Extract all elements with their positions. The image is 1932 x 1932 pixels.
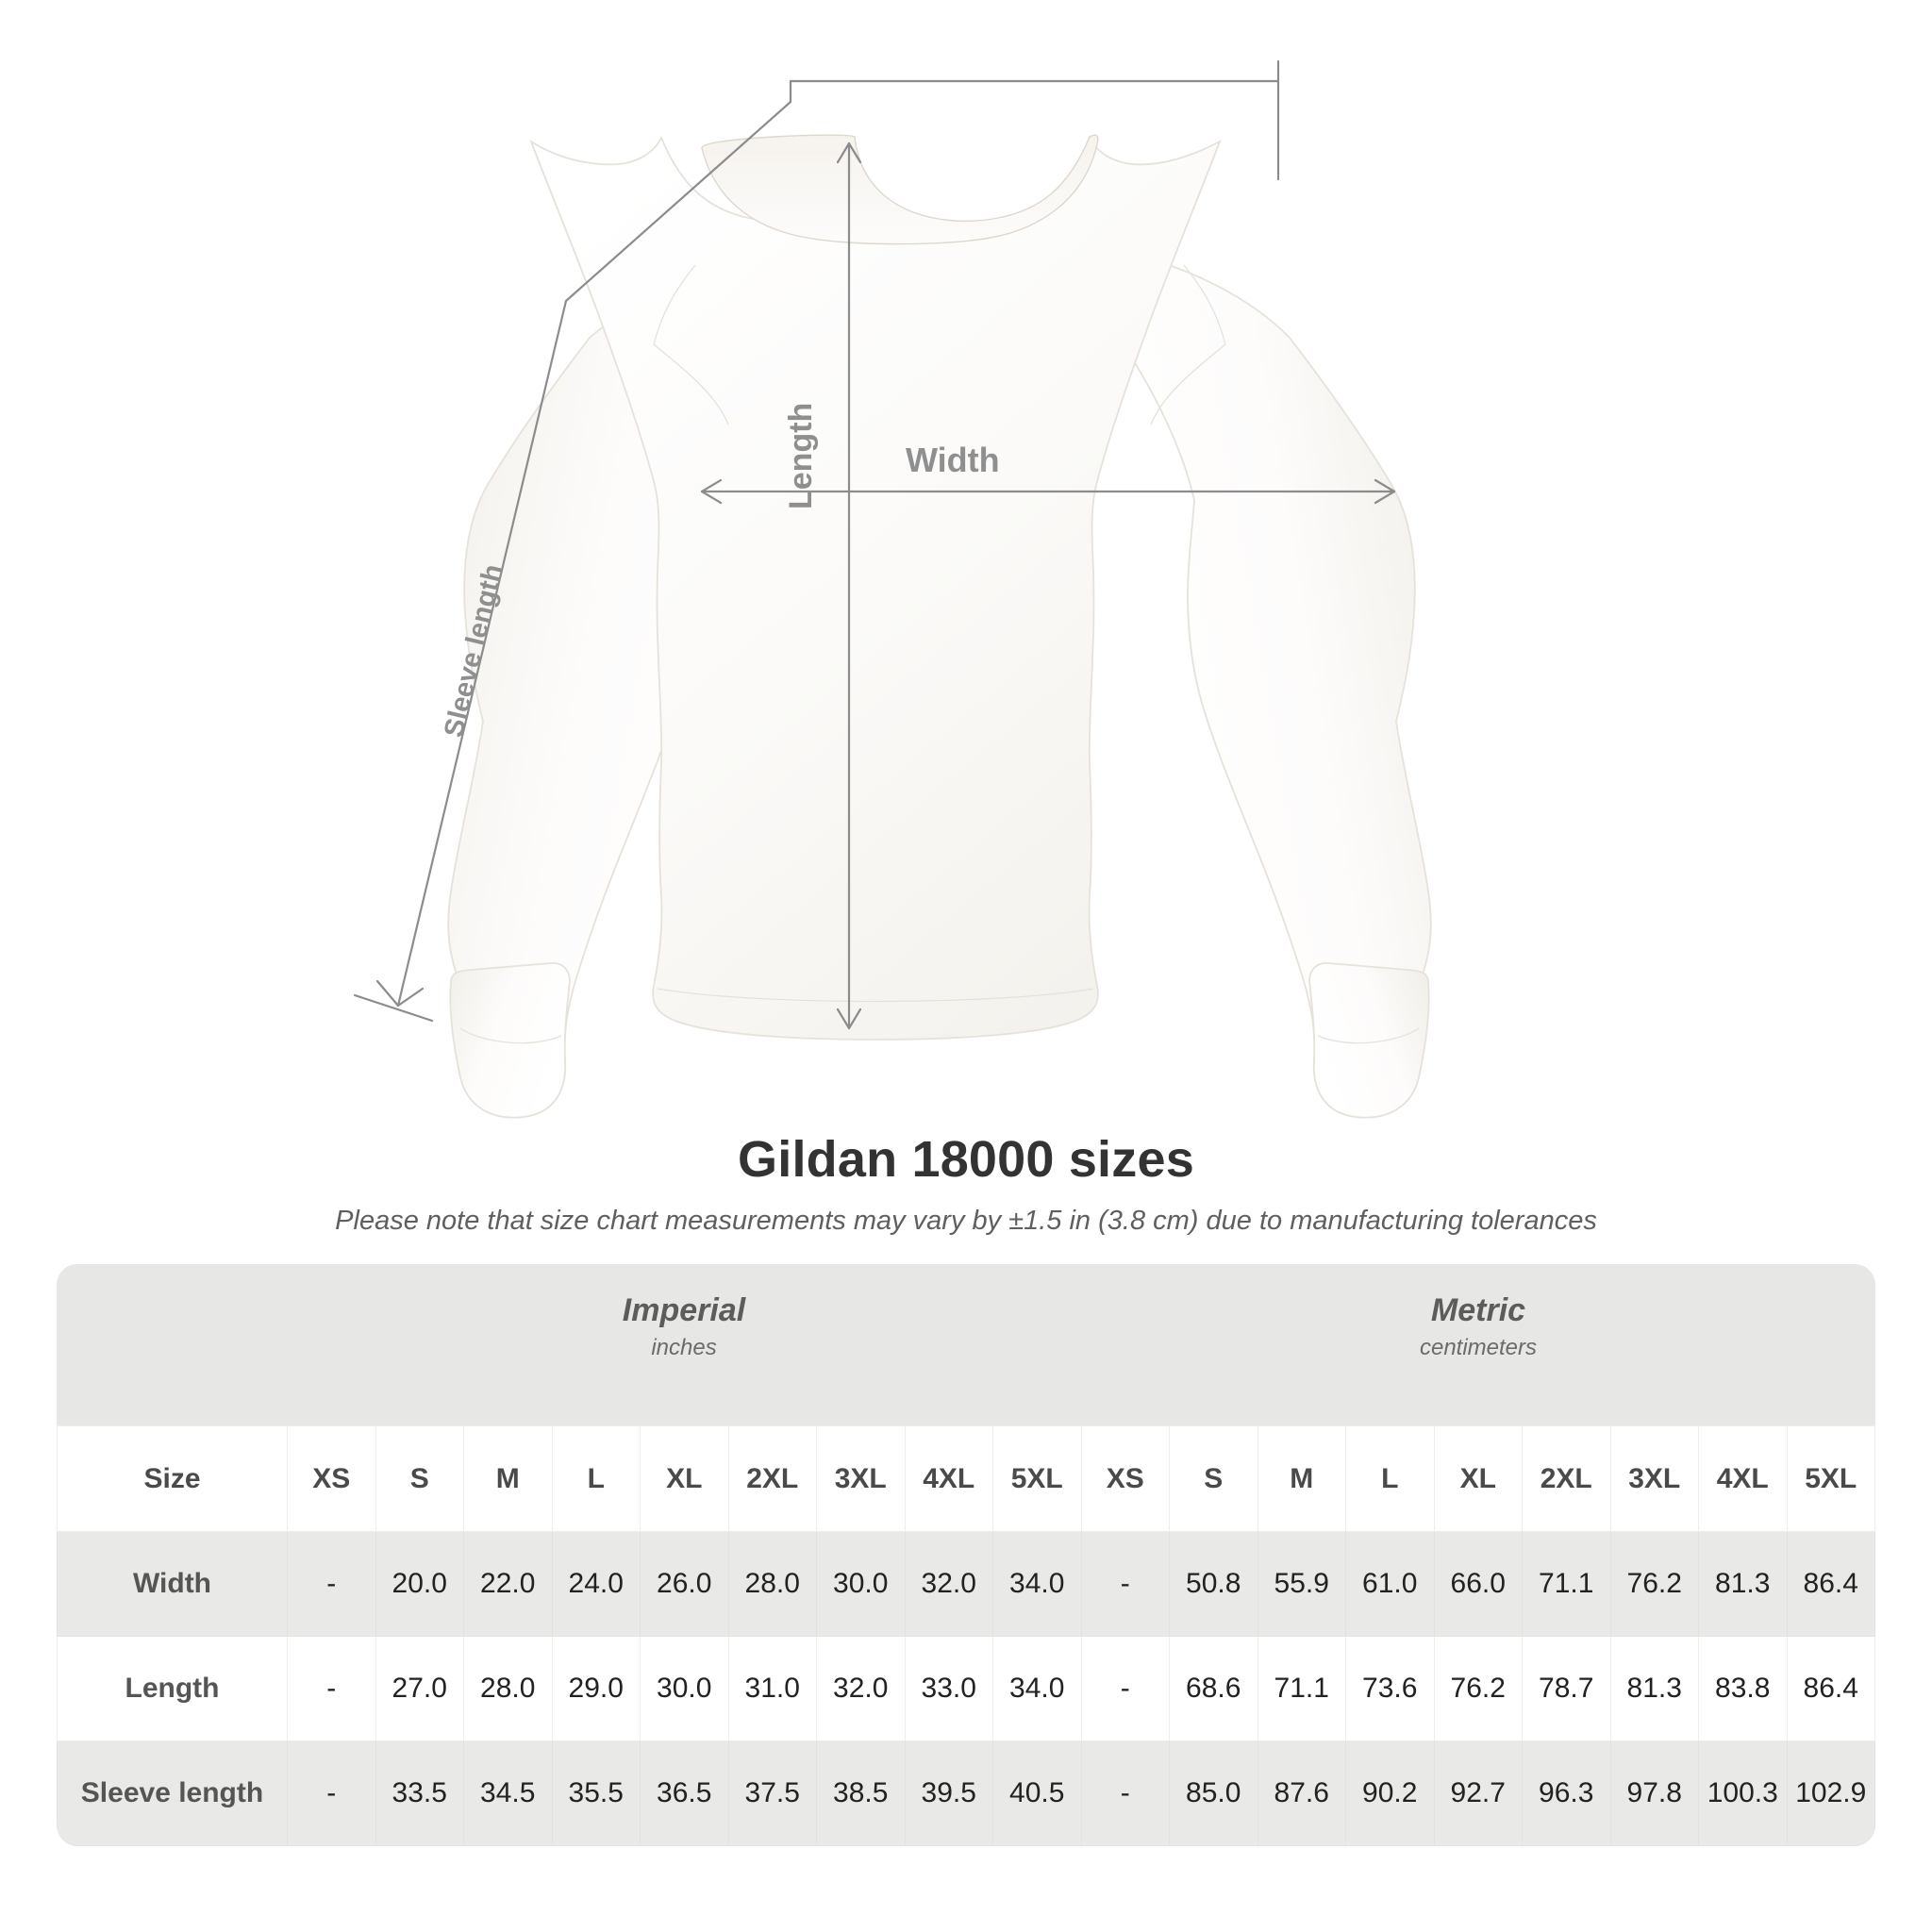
svg-text:Length: Length [783,403,819,509]
svg-text:Width: Width [906,441,1000,479]
